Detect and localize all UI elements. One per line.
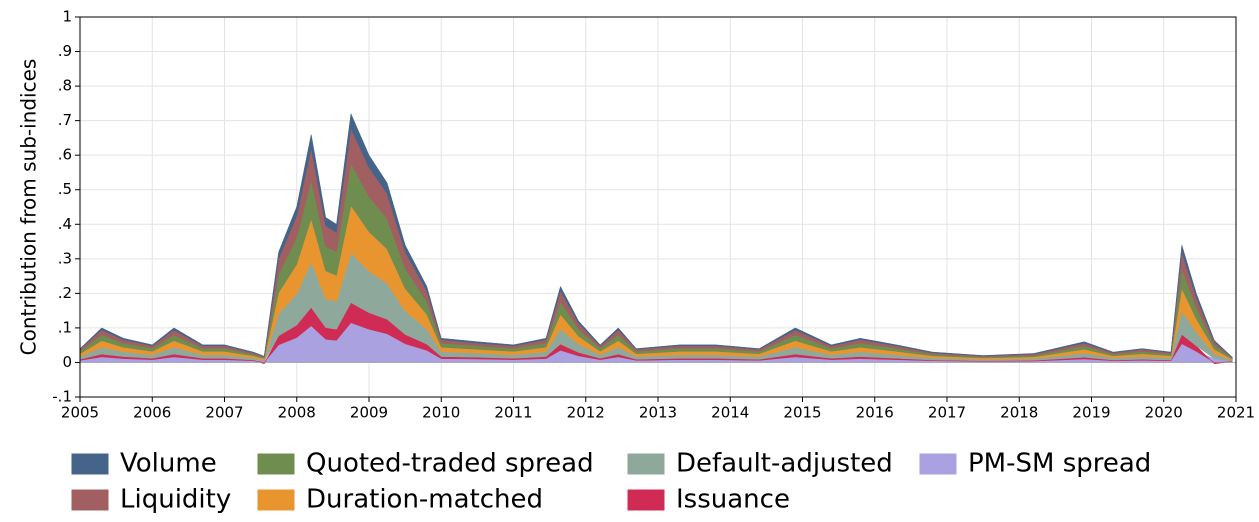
x-tick-label: 2008: [278, 404, 316, 422]
x-tick-label: 2011: [494, 404, 532, 422]
area: [79, 127, 1233, 359]
y-tick-label: .9: [58, 42, 72, 60]
y-tick-label: 0: [62, 353, 72, 371]
y-tick-label: .2: [58, 284, 72, 302]
legend-swatch: [257, 453, 295, 475]
x-tick-label: 2021: [1217, 404, 1255, 422]
areas: [79, 112, 1236, 365]
area: [79, 162, 1233, 360]
area: [79, 204, 1233, 361]
legend-label: PM-SM spread: [968, 449, 1151, 479]
legend-label: Volume: [120, 449, 217, 479]
y-tick-label: .8: [58, 77, 72, 95]
legend-swatch: [257, 489, 295, 511]
y-tick-label: .7: [58, 111, 72, 129]
area: [79, 112, 1233, 359]
x-tick-label: 2009: [350, 404, 388, 422]
grid: [79, 16, 1237, 398]
x-tick-label: 2006: [133, 404, 171, 422]
y-tick-label: .4: [58, 215, 72, 233]
y-tick-label: .5: [58, 180, 72, 198]
legend-swatch: [71, 453, 109, 475]
y-tick-label: .3: [58, 249, 72, 267]
y-tick-label: -.1: [52, 388, 72, 406]
legend-label: Default-adjusted: [676, 449, 893, 479]
y-tick-label: .1: [58, 318, 72, 336]
legend-swatch: [627, 453, 665, 475]
y-axis-label: Contribution from sub-indices: [17, 59, 41, 356]
legend-label: Quoted-traded spread: [306, 449, 594, 479]
x-tick-label: 2010: [422, 404, 460, 422]
legend-label: Liquidity: [120, 485, 231, 515]
legend-swatch: [71, 489, 109, 511]
legend-label: Duration-matched: [306, 485, 543, 515]
y-tick-label: .6: [58, 146, 72, 164]
ticks: -.1 0 .1 .2 .3 .4 .5 .6 .7 .8 .9 1 2005 2006 2007 2008 2…: [52, 8, 1255, 422]
x-tick-label: 2015: [783, 404, 821, 422]
legend-label: Issuance: [676, 485, 790, 515]
area: [79, 252, 1233, 362]
legend-swatch: [627, 489, 665, 511]
x-tick-label: 2020: [1145, 404, 1183, 422]
x-tick-label: 2019: [1072, 404, 1110, 422]
x-tick-label: 2005: [61, 404, 99, 422]
y-tick-label: 1: [62, 8, 72, 26]
x-tick-label: 2018: [1000, 404, 1038, 422]
legend: Volume Liquidity Quoted-traded spread Durat…: [71, 449, 1151, 515]
x-tick-label: 2014: [711, 404, 749, 422]
x-tick-label: 2016: [856, 404, 894, 422]
legend-swatch: [919, 453, 957, 475]
x-tick-label: 2017: [928, 404, 966, 422]
x-tick-label: 2012: [567, 404, 605, 422]
x-tick-label: 2007: [205, 404, 243, 422]
x-tick-label: 2013: [639, 404, 677, 422]
